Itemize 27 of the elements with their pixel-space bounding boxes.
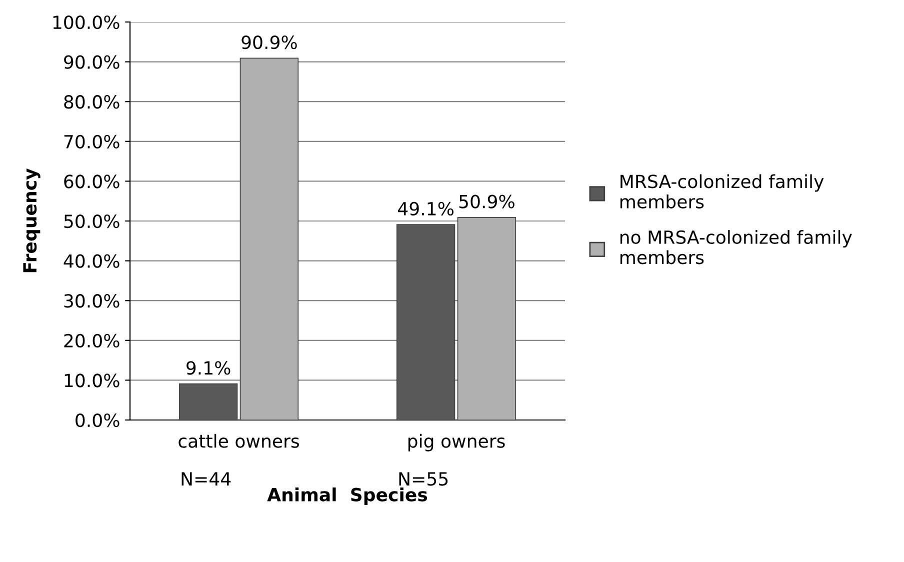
data-label: 49.1% (398, 202, 454, 216)
y-tick-label: 40.0% (64, 254, 120, 268)
y-tick-label: 10.0% (64, 374, 120, 388)
bar (396, 224, 456, 420)
legend-label: no MRSA-colonized family members (620, 230, 852, 264)
y-tick-label: 80.0% (64, 95, 120, 109)
y-axis-title: Frequency (23, 168, 40, 272)
bar (240, 58, 299, 420)
x-tick-label: cattle owners (178, 434, 299, 448)
y-tick-label: 90.0% (64, 55, 120, 69)
text: N=44 (182, 472, 231, 486)
y-tick-label: 20.0% (64, 334, 120, 348)
y-tick-label: 100.0% (53, 15, 120, 30)
y-tick-label: 0.0% (76, 413, 120, 428)
data-label: 9.1% (186, 361, 230, 375)
data-label: 50.9% (459, 194, 514, 208)
y-tick-label: 50.0% (64, 214, 120, 228)
legend-label: MRSA-colonized family members (620, 174, 824, 208)
bar (178, 383, 238, 420)
y-tick-label: 70.0% (64, 134, 120, 149)
bar (457, 217, 516, 420)
y-tick-label: 60.0% (64, 174, 120, 188)
data-label: 90.9% (242, 36, 297, 50)
x-tick-label: pig owners (408, 434, 505, 452)
y-tick-label: 30.0% (64, 294, 120, 308)
x-axis-title: Animal Species (267, 487, 428, 505)
text: N=55 (399, 472, 448, 486)
